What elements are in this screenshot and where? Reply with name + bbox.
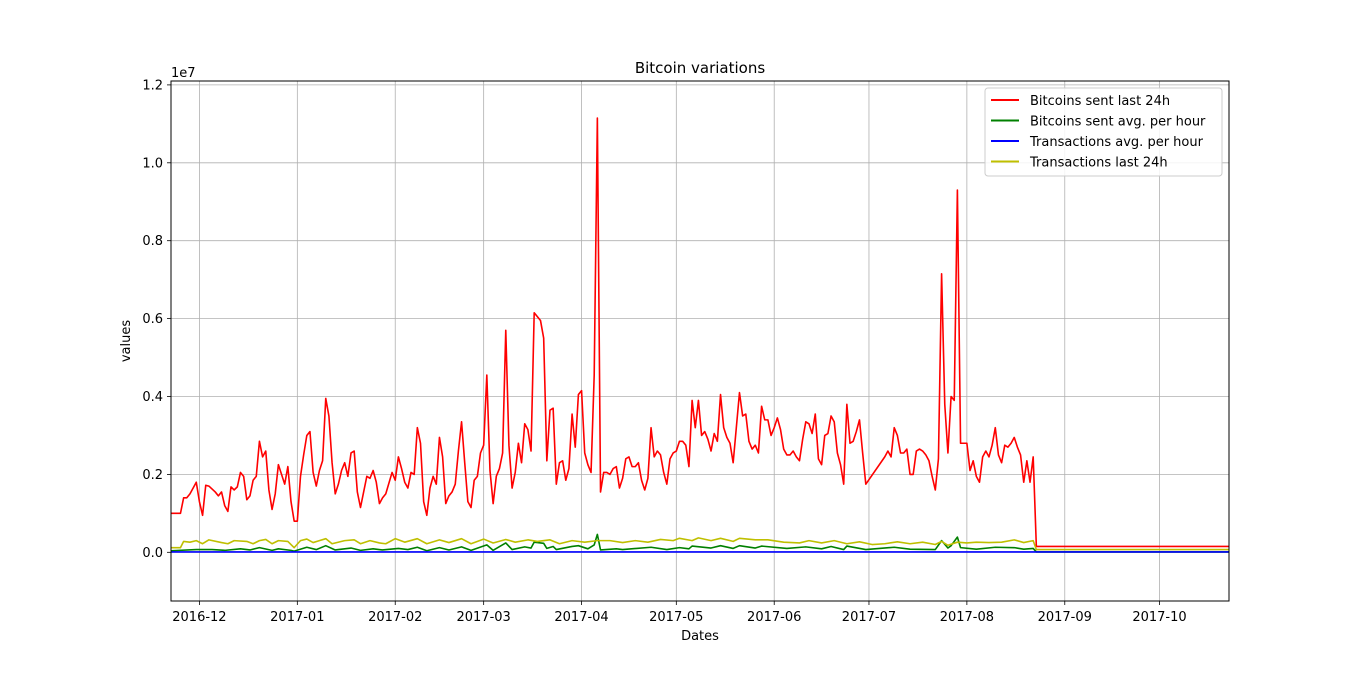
- y-tick-label: 0.2: [142, 468, 163, 483]
- y-tick-label: 0.8: [142, 234, 163, 249]
- y-tick-label: 0.6: [142, 312, 163, 327]
- legend: Bitcoins sent last 24h Bitcoins sent avg.…: [984, 87, 1223, 177]
- x-tick-label: 2017-03: [456, 610, 510, 625]
- x-tick-label: 2017-01: [270, 610, 324, 625]
- y-tick-label: 0.4: [142, 390, 163, 405]
- legend-label: Bitcoins sent last 24h: [1030, 94, 1170, 109]
- x-tick-label: 2017-08: [940, 610, 994, 625]
- x-axis-label: Dates: [681, 629, 719, 644]
- x-tick-label: 2017-06: [747, 610, 801, 625]
- chart-title: Bitcoin variations: [635, 59, 766, 77]
- legend-label: Transactions last 24h: [1029, 156, 1168, 171]
- y-axis-offset-text: 1e7: [171, 66, 196, 81]
- x-tick-label: 2017-02: [368, 610, 422, 625]
- x-tick-label: 2017-07: [842, 610, 896, 625]
- legend-label: Transactions avg. per hour: [1029, 135, 1204, 150]
- legend-box: [984, 87, 1223, 177]
- series-line-1: [171, 533, 1229, 553]
- x-tick-label: 2017-05: [649, 610, 703, 625]
- x-tick-label: 2017-04: [554, 610, 608, 625]
- y-tick-label: 1.2: [142, 78, 163, 93]
- series-lines: [171, 117, 1229, 553]
- y-tick-label: 0.0: [142, 546, 163, 561]
- x-tick-label: 2017-09: [1038, 610, 1092, 625]
- y-axis-label: values: [119, 320, 134, 363]
- y-tick-label: 1.0: [142, 156, 163, 171]
- plot-frame: [170, 80, 1230, 602]
- series-line-3: [171, 537, 1229, 551]
- grid: [171, 81, 1229, 601]
- x-tick-label: 2016-12: [172, 610, 226, 625]
- series-line-0: [171, 117, 1229, 548]
- x-tick-label: 2017-10: [1132, 610, 1186, 625]
- y-axis-ticks: 0.0 0.2 0.4 0.6 0.8 1.0 1.2: [142, 78, 171, 561]
- x-axis-ticks: 2016-12 2017-01 2017-02 2017-03 2017-04 2017-…: [172, 601, 1187, 625]
- legend-label: Bitcoins sent avg. per hour: [1030, 115, 1206, 130]
